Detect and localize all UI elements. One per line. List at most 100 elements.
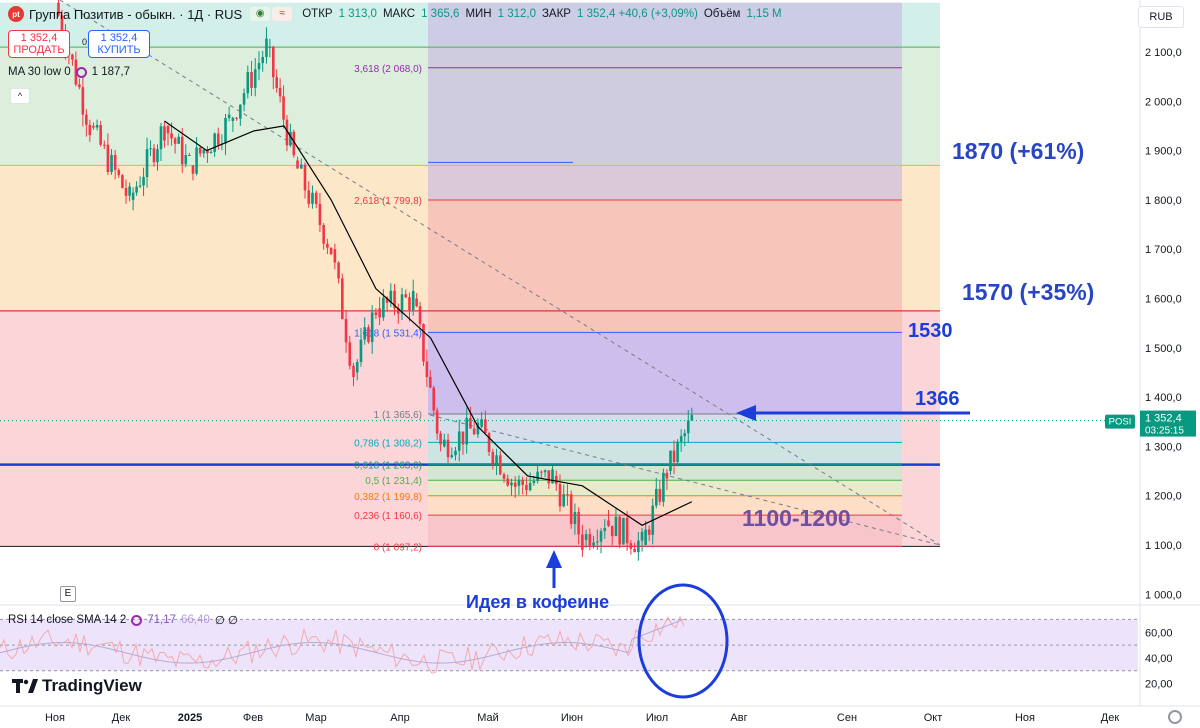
candle-body [289, 131, 292, 146]
target-1870-label: 1870 (+61%) [952, 138, 1085, 164]
candle-body [156, 149, 159, 163]
candle-body [166, 125, 170, 134]
candle-body [159, 126, 163, 150]
settings-gear-icon[interactable] [1168, 710, 1182, 724]
candle-body [99, 125, 102, 145]
arrow-head-icon [546, 550, 562, 568]
rsi-tick-label: 60,00 [1145, 627, 1173, 639]
candle-body [450, 455, 454, 458]
fib-level-label: 1,618 (1 531,4) [354, 328, 422, 339]
candle-body [637, 540, 640, 553]
rsi-sma-line [0, 618, 685, 664]
candle-body [633, 548, 636, 553]
candle-body [173, 138, 177, 144]
candle-body [206, 149, 209, 154]
candle-body [239, 104, 242, 119]
candle-body [355, 362, 359, 373]
candle-body [676, 441, 679, 463]
candle-body [487, 433, 491, 452]
candle-body [584, 534, 588, 541]
fib-level-label: 1 (1 365,6) [374, 410, 422, 421]
candle-body [121, 175, 124, 188]
ohlc-readout: ОТКР 1 313,0 МАКС 1 365,6 МИН 1 312,0 ЗАКР 1… [302, 8, 781, 20]
candle-body [303, 164, 307, 191]
price-tick-label: 1 800,0 [1145, 195, 1182, 207]
candle-body [683, 433, 687, 437]
candle-body [88, 124, 92, 136]
candle-body [213, 133, 216, 152]
candle-body [393, 290, 396, 309]
fib-level-label: 0,786 (1 308,2) [354, 438, 422, 449]
candle-body [113, 154, 117, 170]
price-axis-bg [1140, 0, 1200, 706]
candle-body [558, 484, 562, 507]
candle-body [250, 72, 253, 88]
rsi-legend[interactable]: RSI 14 close SMA 14 2 71,17 66,40 ∅ ∅ [8, 613, 238, 627]
time-tick-label: Июн [561, 712, 583, 724]
tradingview-logo[interactable]: TradingView [12, 676, 142, 696]
currency-selector[interactable]: RUB [1138, 6, 1184, 28]
candle-body [265, 38, 268, 57]
candle-body [191, 165, 195, 174]
rsi-tick-label: 20,00 [1145, 679, 1173, 691]
candle-body [618, 516, 621, 545]
candle-body [378, 308, 381, 318]
target-1366-label: 1366 [915, 388, 960, 410]
candle-body [385, 297, 389, 303]
candle-body [461, 431, 465, 445]
countdown-label: 03:25:15 [1145, 426, 1184, 437]
ma-legend[interactable]: MA 30 low 0 1 187,7 [8, 66, 130, 78]
candle-body [495, 455, 498, 464]
candle-body [491, 451, 495, 464]
candle-body [573, 512, 577, 525]
time-tick-label: Май [477, 712, 499, 724]
time-tick-label: Апр [390, 712, 409, 724]
candle-body [60, 15, 64, 35]
events-button[interactable]: E [60, 586, 76, 602]
candle-body [142, 177, 145, 186]
candle-body [566, 494, 569, 496]
candle-body [363, 327, 367, 340]
buy-button[interactable]: 1 352,4 КУПИТЬ [88, 30, 150, 58]
candle-body [78, 84, 81, 88]
time-tick-label: Сен [837, 712, 857, 724]
price-tick-label: 2 000,0 [1145, 96, 1182, 108]
ma-legend-value: 1 187,7 [91, 66, 131, 78]
candle-body [106, 144, 110, 172]
indicator-settings-icon[interactable] [75, 66, 87, 78]
candle-body [521, 479, 524, 485]
idea-annotation: Идея в кофеине [466, 592, 610, 612]
candle-body [177, 136, 180, 144]
candle-body [95, 125, 99, 128]
candle-body [374, 312, 378, 315]
collapse-legend-button[interactable]: ^ [10, 88, 30, 104]
buy-price: 1 352,4 [100, 32, 138, 44]
fib-band [428, 199, 902, 333]
candle-body [216, 133, 220, 145]
time-tick-label: Окт [924, 712, 943, 724]
candle-body [318, 203, 322, 226]
candle-body [607, 520, 610, 526]
candle-body [425, 361, 429, 377]
candle-body [198, 147, 202, 154]
candle-body [610, 525, 614, 537]
chart-header: pt Группа Позитив - обыкн. · 1Д · RUS ◉ … [0, 3, 782, 25]
candle-body [348, 342, 352, 366]
candle-body [341, 278, 344, 320]
ticker-logo-icon: pt [8, 6, 24, 22]
rsi-settings-icon[interactable] [131, 614, 143, 626]
candle-body [422, 323, 425, 362]
candle-body [429, 376, 432, 388]
candle-body [588, 534, 592, 546]
sell-button[interactable]: 1 352,4 ПРОДАТЬ [8, 30, 70, 58]
volume-label: Объём [703, 8, 741, 20]
symbol-title[interactable]: Группа Позитив - обыкн. · 1Д · RUS [29, 6, 243, 22]
candle-body [690, 415, 694, 421]
candle-body [344, 319, 348, 343]
ohlc-low-value: 1 312,0 [497, 8, 536, 20]
candle-body [543, 470, 547, 473]
candle-body [465, 417, 468, 445]
sell-label: ПРОДАТЬ [13, 44, 65, 56]
candle-body [644, 529, 647, 545]
